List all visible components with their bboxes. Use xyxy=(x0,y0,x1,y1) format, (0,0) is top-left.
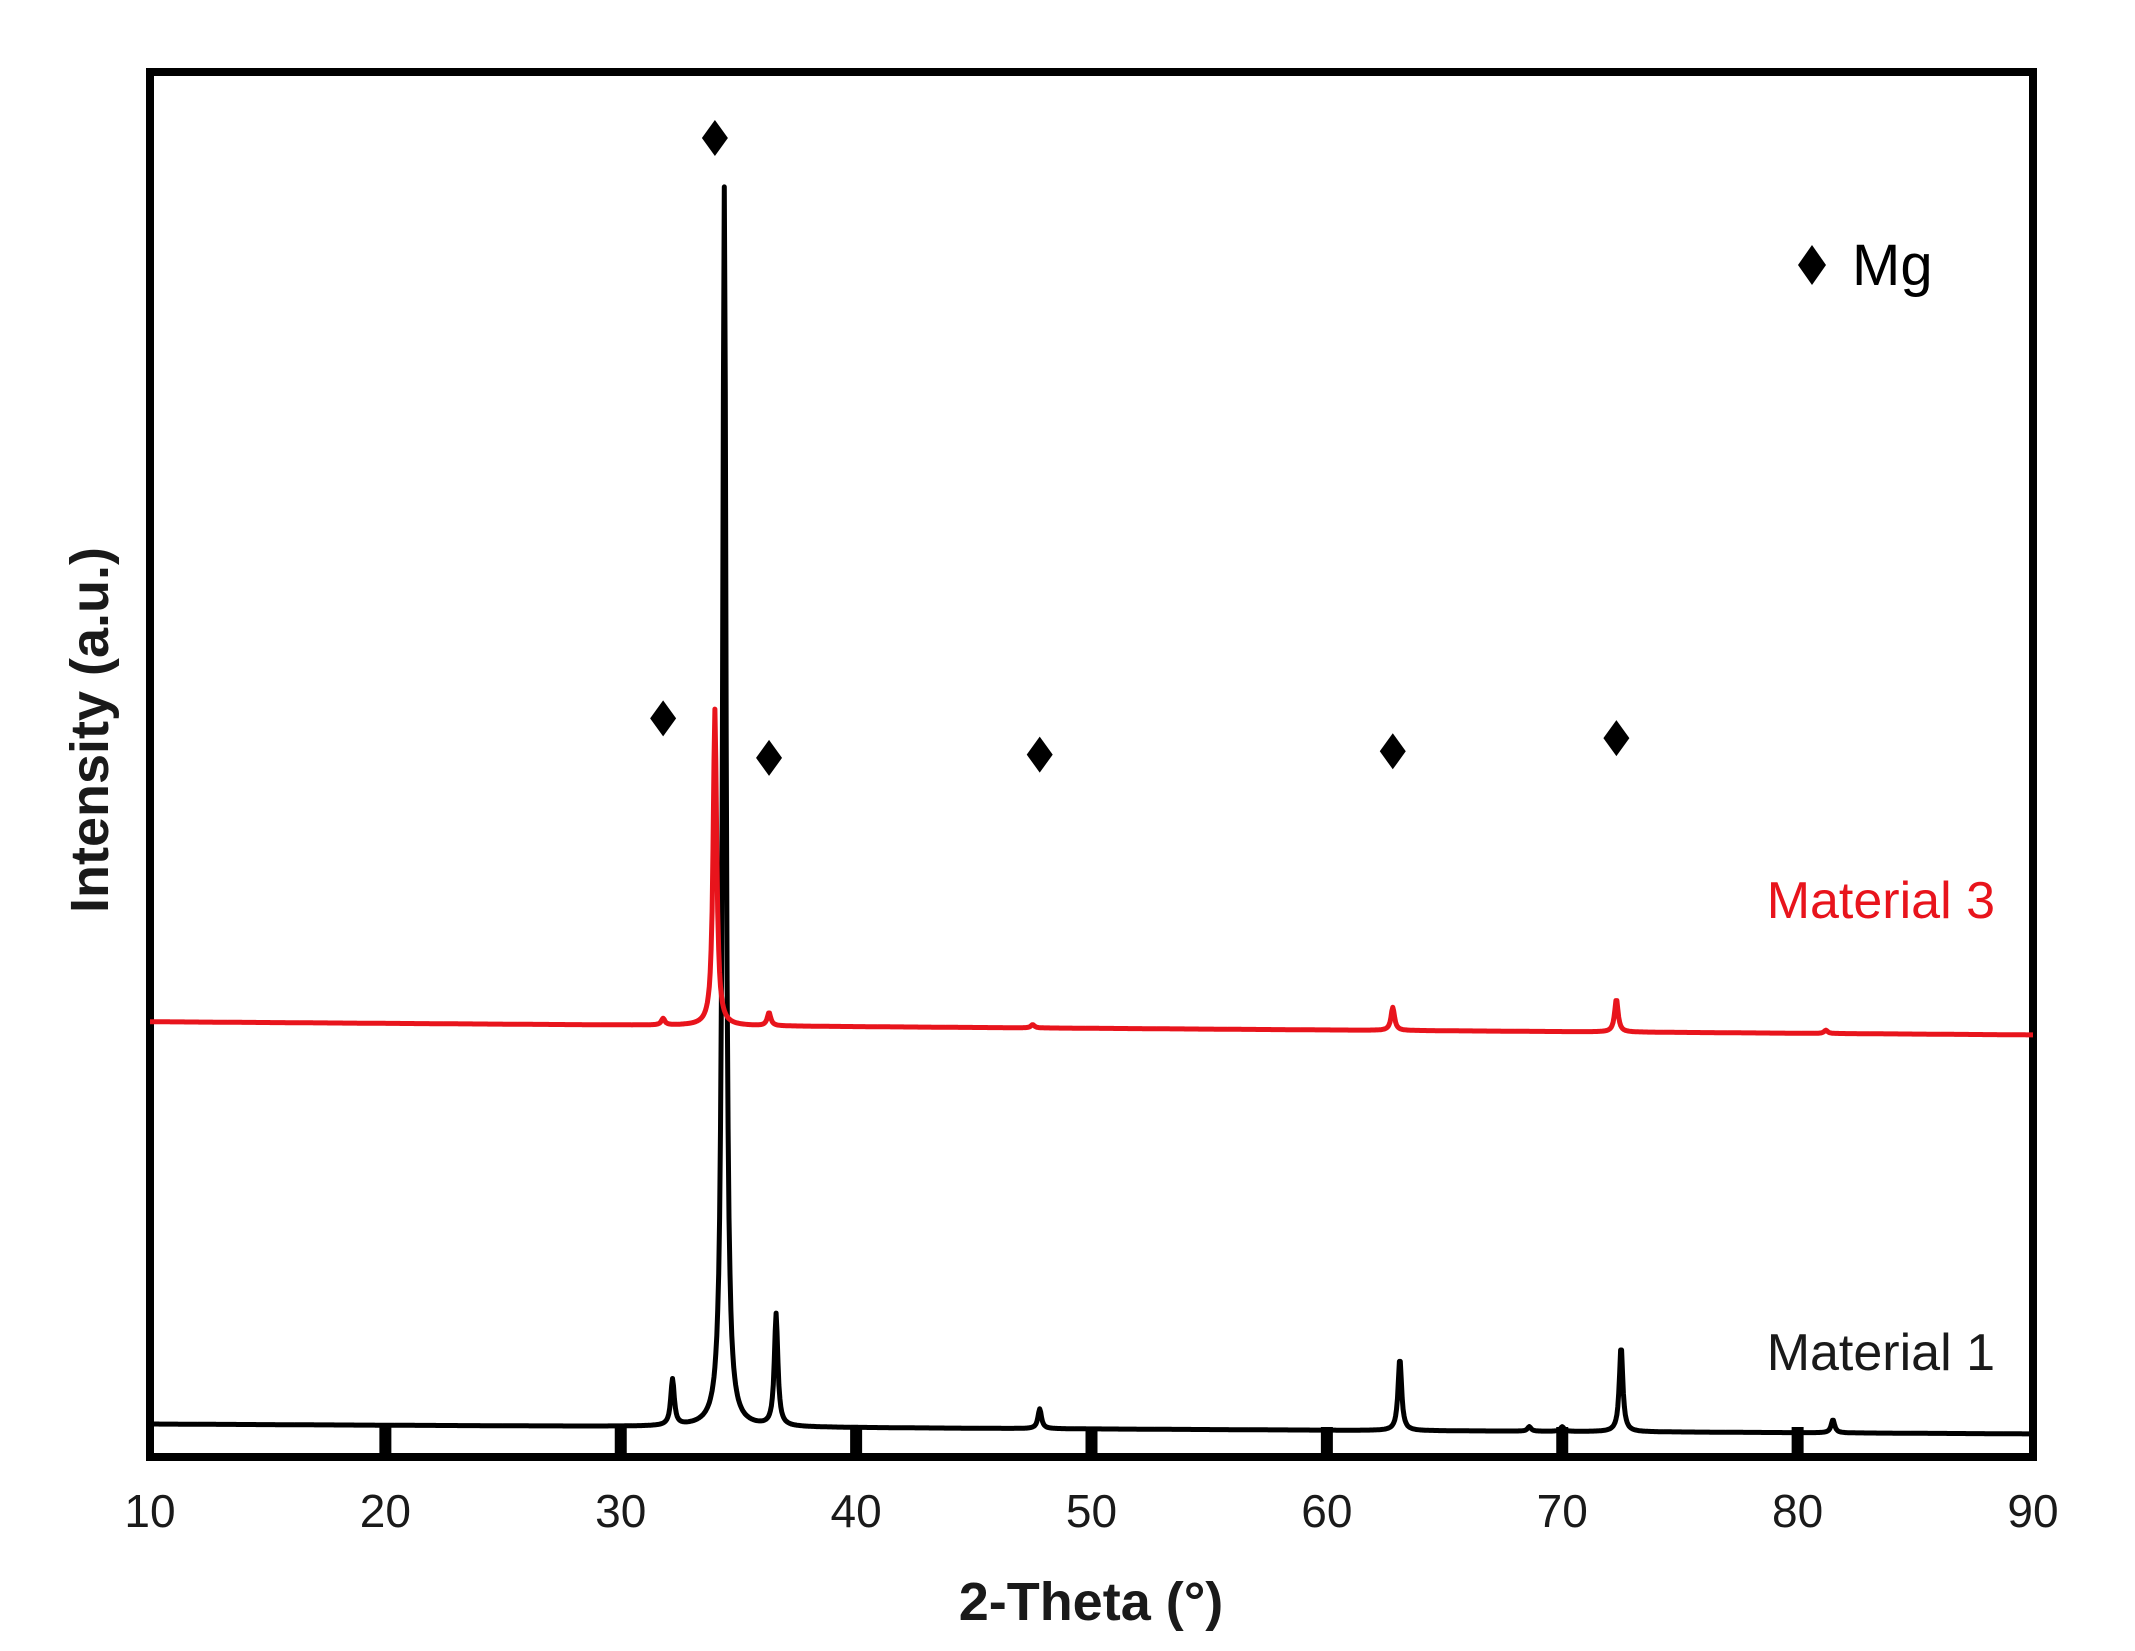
peak-marker-diamond-icon-0 xyxy=(701,119,728,156)
peak-marker-diamond-icon-3 xyxy=(1026,736,1053,773)
x-tick-label-20: 20 xyxy=(360,1485,411,1537)
x-tick-label-70: 70 xyxy=(1537,1485,1588,1537)
y-axis-title: Intensity (a.u.) xyxy=(60,547,120,913)
x-tick-label-10: 10 xyxy=(124,1485,175,1537)
x-tick-label-40: 40 xyxy=(831,1485,882,1537)
series-line-material-1 xyxy=(148,184,2035,1437)
peak-marker-diamond-icon-4 xyxy=(1379,733,1406,770)
series-lines xyxy=(148,184,2035,1437)
x-tick-label-90: 90 xyxy=(2007,1485,2058,1537)
x-axis-tick-labels: 10 20 30 40 50 60 70 80 90 xyxy=(124,1485,2058,1537)
peak-markers xyxy=(650,119,1630,776)
x-tick-label-30: 30 xyxy=(595,1485,646,1537)
series-label-material-1: Material 1 xyxy=(1767,1324,1995,1382)
legend: Mg xyxy=(1798,233,1933,298)
x-axis-ticks xyxy=(379,1427,1804,1457)
x-tick-label-80: 80 xyxy=(1772,1485,1823,1537)
legend-label: Mg xyxy=(1852,233,1933,298)
series-label-material-3: Material 3 xyxy=(1767,872,1995,930)
peak-marker-diamond-icon-1 xyxy=(650,700,677,737)
peak-marker-diamond-icon-2 xyxy=(756,739,783,776)
x-tick-label-50: 50 xyxy=(1066,1485,1117,1537)
x-axis-title: 2-Theta (°) xyxy=(959,1572,1224,1632)
legend-diamond-icon xyxy=(1798,245,1826,285)
x-tick-label-60: 60 xyxy=(1301,1485,1352,1537)
series-line-material-3 xyxy=(148,706,2035,1038)
peak-marker-diamond-icon-5 xyxy=(1603,720,1630,757)
plot-frame xyxy=(146,68,2037,1461)
